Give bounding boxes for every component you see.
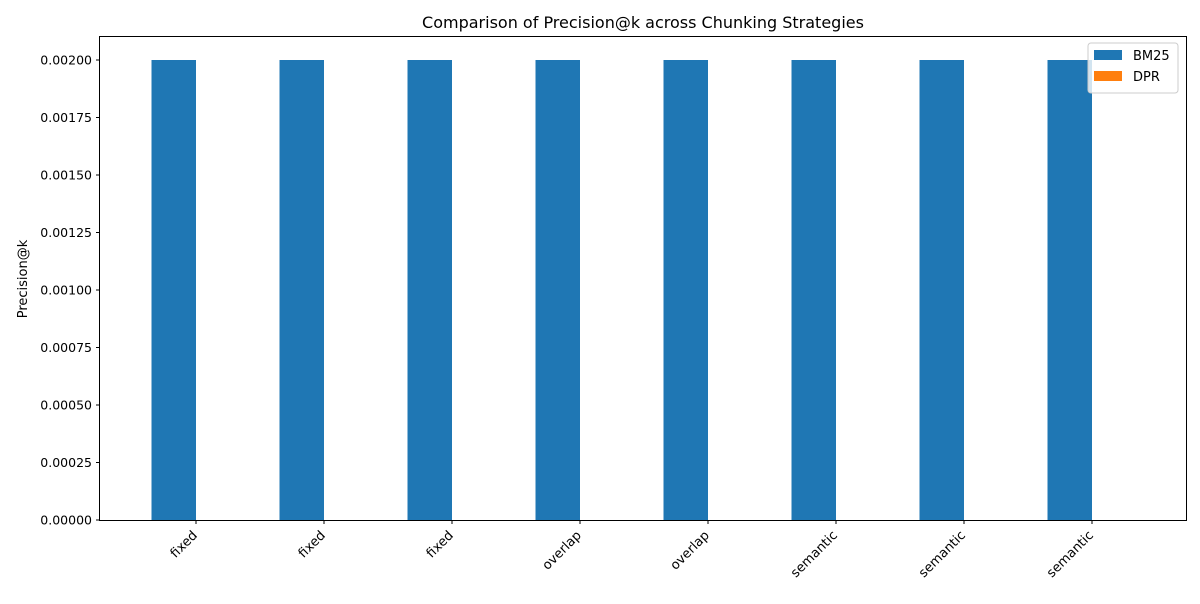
legend-swatch-dpr xyxy=(1094,71,1122,81)
bar-bm25-0 xyxy=(151,60,196,520)
bar-bm25-4 xyxy=(663,60,708,520)
y-tick-label: 0.00000 xyxy=(40,513,92,528)
y-tick-label: 0.00075 xyxy=(40,340,92,355)
bars-layer xyxy=(151,60,1092,520)
y-tick-label: 0.00200 xyxy=(40,53,92,68)
legend-label-bm25: BM25 xyxy=(1133,49,1170,64)
plot-frame xyxy=(99,36,1187,521)
y-tick-label: 0.00175 xyxy=(40,110,92,125)
bar-bm25-7 xyxy=(1047,60,1092,520)
y-tick-label: 0.00150 xyxy=(40,168,92,183)
y-tick-label: 0.00100 xyxy=(40,283,92,298)
y-tick-label: 0.00025 xyxy=(40,455,92,470)
bar-bm25-5 xyxy=(791,60,836,520)
bar-bm25-6 xyxy=(919,60,964,520)
bar-bm25-1 xyxy=(279,60,324,520)
legend: BM25 DPR xyxy=(1087,42,1179,94)
chart-title: Comparison of Precision@k across Chunkin… xyxy=(422,13,864,32)
y-tick-label: 0.00125 xyxy=(40,225,92,240)
legend-swatch-bm25 xyxy=(1094,50,1122,60)
y-axis-ticks: 0.00000 0.00025 0.00050 0.00075 0.00100 0.001… xyxy=(40,53,100,528)
y-axis-label: Precision@k xyxy=(16,239,31,318)
bar-bm25-2 xyxy=(407,60,452,520)
legend-label-dpr: DPR xyxy=(1133,70,1160,85)
y-tick-label: 0.00050 xyxy=(40,398,92,413)
bar-bm25-3 xyxy=(535,60,580,520)
